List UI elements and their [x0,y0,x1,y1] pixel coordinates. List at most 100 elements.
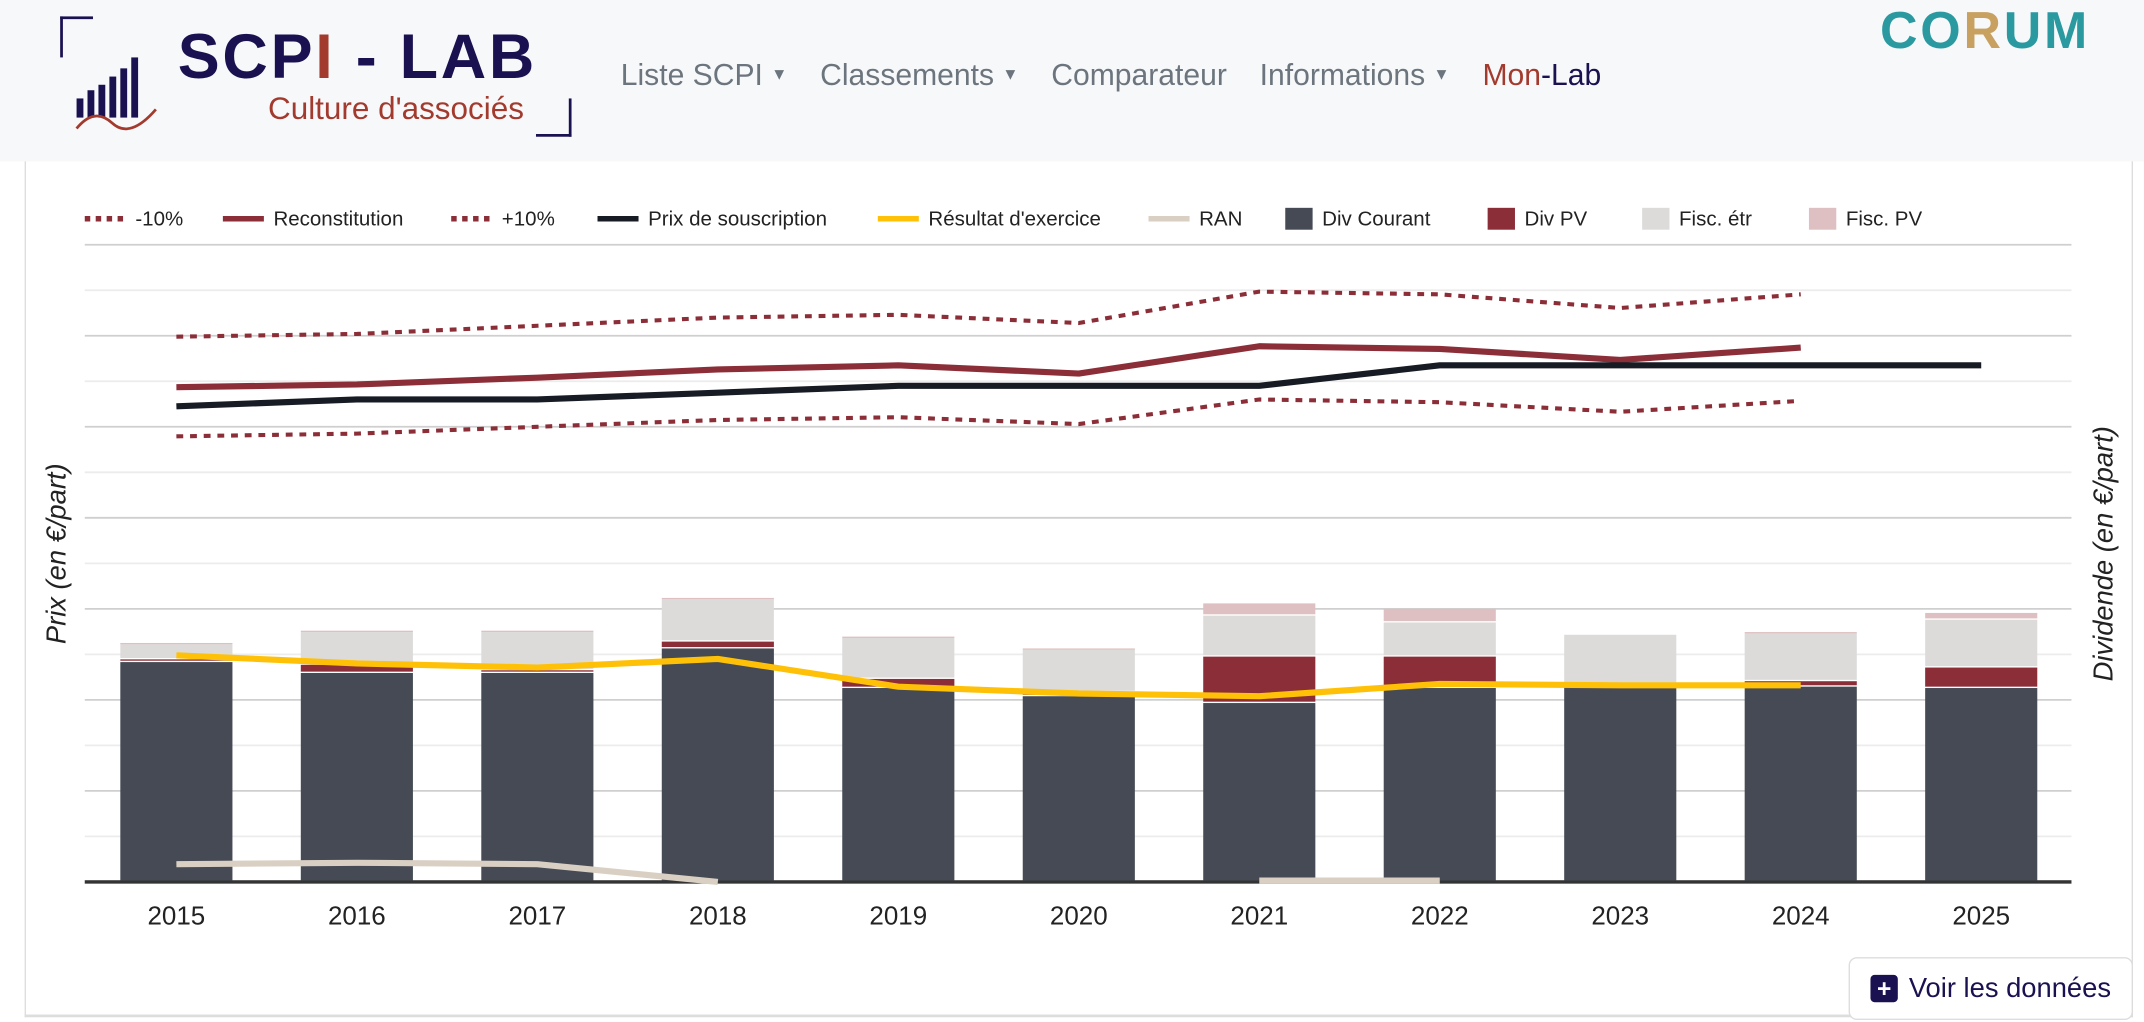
button-label: Voir les données [1908,972,2112,1003]
logo-bracket [60,16,93,58]
bar-fisc-tr [1744,633,1857,680]
caret-down-icon: ▼ [1002,64,1019,84]
legend-item: +10% [502,208,555,231]
bar-fisc-pv [842,636,955,638]
bar-fisc-tr [300,632,413,664]
bar-chart-logo-icon [75,57,157,131]
line--10- [176,289,1801,339]
bar-fisc-pv [1925,612,2038,619]
bar-div-courant [1564,688,1677,881]
line--10- [176,397,1801,439]
bar-fisc-pv [300,630,413,633]
y2-axis-title: Dividende (en €/part) [2087,426,2118,681]
x-tick-label: 2023 [1591,900,1649,930]
voir-les-donnees-button[interactable]: + Voir les données [1848,957,2133,1021]
x-tick-label: 2022 [1411,900,1469,930]
legend-swatch [1487,207,1515,230]
bar-div-courant [300,673,413,881]
x-tick-label: 2017 [508,900,566,930]
legend-item: Div PV [1525,208,1588,231]
bar-div-pv [1925,667,2038,687]
bar-div-courant [1203,703,1316,881]
bar-div-courant [661,648,774,881]
x-tick-label: 2020 [1050,900,1108,930]
legend-item: -10% [135,208,183,231]
legend-swatch [1285,207,1313,230]
nav-label: Mon [1482,57,1541,92]
nav-label: -Lab [1540,57,1602,92]
x-tick-label: 2015 [147,900,205,930]
legend-item: Prix de souscription [648,208,827,231]
logo-subtitle: Culture d'associés [267,90,524,126]
bar-div-pv [661,641,774,648]
bar-fisc-pv [120,642,233,645]
bar-fisc-pv [1744,632,1857,634]
brand-text: UM [2003,2,2091,61]
nav-label: Classements [820,57,995,92]
bar-fisc-pv [661,597,774,600]
bar-div-courant [481,673,594,881]
legend-item: Div Courant [1322,208,1431,231]
line-r-sultat-d-exercice [176,652,1801,700]
nav-classements[interactable]: Classements ▼ [820,57,1018,93]
corum-logo[interactable]: CORUM [1880,3,2090,62]
bar-fisc-tr [1203,615,1316,656]
legend-swatch [1642,207,1670,230]
x-tick-label: 2016 [328,900,386,930]
bar-fisc-pv [1022,648,1135,650]
bar-div-courant [120,662,233,881]
main-nav: Liste SCPI ▼ Classements ▼ Comparateur Inf… [621,57,1601,93]
bar-div-courant [1744,686,1857,881]
line-reconstitution [176,343,1801,391]
bar-fisc-pv [1383,608,1496,622]
bar-fisc-pv [481,630,594,633]
navbar: SCPI - LAB Culture d'associés Liste SCPI… [0,0,2144,162]
nav-label: Liste SCPI [620,57,763,92]
scpi-lab-logo[interactable]: SCPI - LAB Culture d'associés [60,16,580,139]
chart: 2015 2016 2017 2018 2019 2020 2021 2022 2023 2024… [41,207,2119,931]
bar-div-pv [842,678,955,687]
nav-liste-scpi[interactable]: Liste SCPI ▼ [621,57,788,93]
x-tick-label: 2025 [1952,900,2010,930]
bar-fisc-pv [1203,603,1316,615]
logo-text-accent: I [315,20,336,92]
x-tick-label: 2019 [869,900,927,930]
legend-item: Fisc. étr [1679,208,1752,231]
bar-fisc-tr [842,637,955,678]
bar-div-courant [842,688,955,881]
nav-mon-lab[interactable]: Mon-Lab [1482,57,1601,93]
y-axis-title: Prix (en €/part) [41,463,72,644]
x-tick-label: 2018 [689,900,747,930]
caret-down-icon: ▼ [1433,64,1450,84]
bar-div-courant [1383,688,1496,881]
legend-item: Résultat d'exercice [928,208,1101,231]
nav-label: Comparateur [1051,57,1227,92]
logo-text: SCP [177,20,316,92]
legend-item: Fisc. PV [1846,208,1923,231]
nav-comparateur[interactable]: Comparateur [1051,57,1227,93]
bar-div-courant [1925,688,2038,881]
caret-down-icon: ▼ [771,64,788,84]
nav-informations[interactable]: Informations ▼ [1260,57,1450,93]
bar-div-pv [481,670,594,672]
bar-fisc-tr [1022,649,1135,691]
line-prix-de-souscription [176,362,1982,410]
legend-item: RAN [1199,208,1242,231]
bar-fisc-tr [661,599,774,641]
x-tick-label: 2024 [1772,900,1830,930]
bar-fisc-tr [1383,622,1496,656]
plus-square-icon: + [1870,974,1898,1003]
logo-text: - LAB [335,20,538,92]
legend-item: Reconstitution [273,208,403,231]
brand-text: CO [1880,2,1964,61]
line-ran [176,859,1440,885]
bar-div-pv [120,659,233,661]
chart-card [24,161,2133,1018]
legend-swatch [1808,207,1837,230]
bar-fisc-tr [1925,619,2038,667]
nav-label: Informations [1259,57,1426,92]
bar-div-courant [1022,696,1135,881]
bar-div-pv [300,664,413,672]
bar-fisc-tr [1564,634,1677,686]
x-tick-label: 2021 [1230,900,1288,930]
